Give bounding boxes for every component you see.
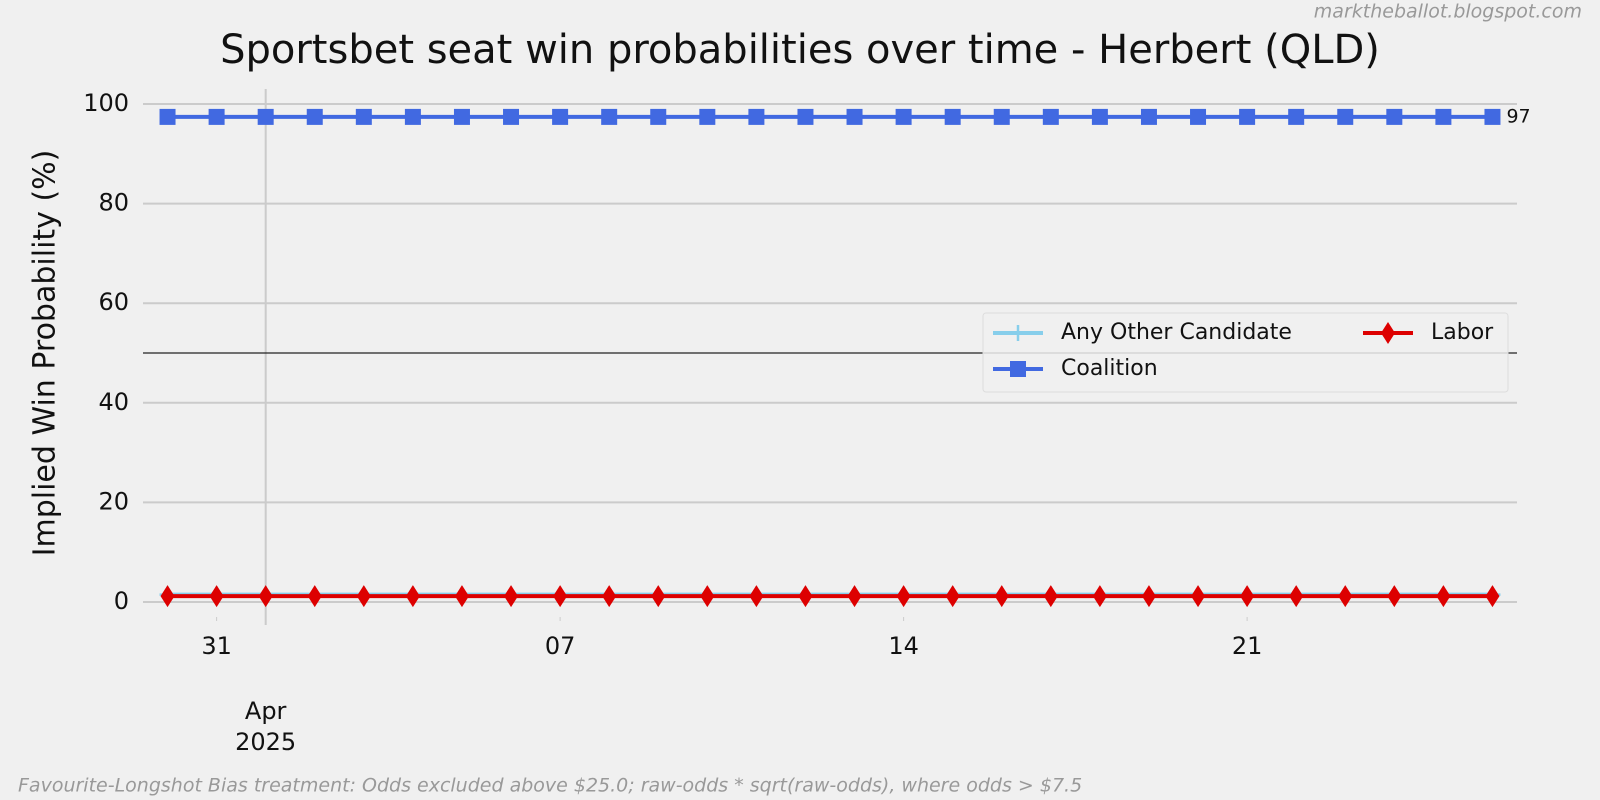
marker bbox=[405, 585, 420, 608]
marker bbox=[355, 108, 372, 125]
x-tick-label: 21 bbox=[1232, 632, 1263, 660]
marker bbox=[699, 108, 716, 125]
marker bbox=[1436, 585, 1451, 608]
chart-title: Sportsbet seat win probabilities over ti… bbox=[220, 27, 1380, 73]
marker bbox=[602, 585, 617, 608]
marker bbox=[1092, 585, 1107, 608]
y-tick-label: 40 bbox=[98, 388, 129, 416]
marker bbox=[208, 108, 225, 125]
marker bbox=[1484, 108, 1501, 125]
marker bbox=[1239, 108, 1256, 125]
footnote: Favourite-Longshot Bias treatment: Odds … bbox=[18, 775, 1082, 797]
y-tick-label: 0 bbox=[114, 587, 129, 615]
marker bbox=[895, 108, 912, 125]
marker bbox=[1338, 585, 1353, 608]
y-tick-label: 20 bbox=[98, 487, 129, 515]
marker bbox=[553, 585, 568, 608]
marker bbox=[209, 585, 224, 608]
marker bbox=[1010, 361, 1026, 377]
marker bbox=[1386, 108, 1403, 125]
marker bbox=[503, 108, 520, 125]
marker bbox=[1485, 585, 1500, 608]
data-label: 97 bbox=[1506, 105, 1530, 127]
marker bbox=[650, 108, 667, 125]
marker bbox=[1140, 108, 1157, 125]
marker bbox=[453, 108, 470, 125]
marker bbox=[896, 585, 911, 608]
marker bbox=[1190, 108, 1207, 125]
marker bbox=[994, 585, 1009, 608]
marker bbox=[1141, 585, 1156, 608]
marker bbox=[797, 108, 814, 125]
marker bbox=[846, 108, 863, 125]
marker bbox=[257, 108, 274, 125]
marker bbox=[945, 585, 960, 608]
marker bbox=[1042, 108, 1059, 125]
marker bbox=[601, 108, 618, 125]
marker bbox=[1289, 585, 1304, 608]
marker bbox=[306, 108, 323, 125]
legend-label: Labor bbox=[1431, 320, 1494, 345]
marker bbox=[1435, 108, 1452, 125]
y-axis-label: Implied Win Probability (%) bbox=[28, 150, 63, 557]
marker bbox=[847, 585, 862, 608]
marker bbox=[552, 108, 569, 125]
marker bbox=[504, 585, 519, 608]
marker bbox=[993, 108, 1010, 125]
marker bbox=[700, 585, 715, 608]
marker bbox=[651, 585, 666, 608]
marker bbox=[258, 585, 273, 608]
marker bbox=[356, 585, 371, 608]
marker bbox=[1010, 325, 1026, 341]
marker bbox=[454, 585, 469, 608]
marker bbox=[1387, 585, 1402, 608]
y-tick-label: 80 bbox=[98, 189, 129, 217]
x-tick-label: 07 bbox=[545, 632, 576, 660]
x-tick-label: Apr 2025 bbox=[235, 697, 296, 756]
marker bbox=[404, 108, 421, 125]
x-tick-label: 14 bbox=[888, 632, 919, 660]
marker bbox=[160, 585, 175, 608]
marker bbox=[1191, 585, 1206, 608]
marker bbox=[749, 585, 764, 608]
marker bbox=[1288, 108, 1305, 125]
legend-label: Any Other Candidate bbox=[1061, 320, 1292, 345]
marker bbox=[1043, 585, 1058, 608]
y-tick-label: 100 bbox=[83, 89, 129, 117]
marker bbox=[748, 108, 765, 125]
x-tick-label: 31 bbox=[201, 632, 232, 660]
y-tick-label: 60 bbox=[98, 288, 129, 316]
marker bbox=[1240, 585, 1255, 608]
watermark: marktheballot.blogspot.com bbox=[1314, 1, 1582, 23]
marker bbox=[1381, 322, 1395, 344]
marker bbox=[1337, 108, 1354, 125]
marker bbox=[798, 585, 813, 608]
marker bbox=[1091, 108, 1108, 125]
marker bbox=[944, 108, 961, 125]
legend-label: Coalition bbox=[1061, 356, 1158, 381]
marker bbox=[307, 585, 322, 608]
marker bbox=[159, 108, 176, 125]
